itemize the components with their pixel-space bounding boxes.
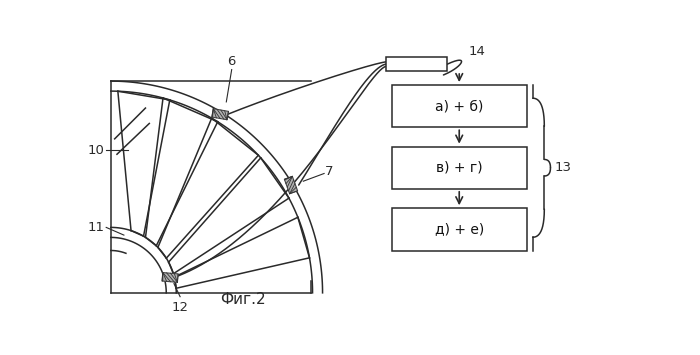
Text: 11: 11	[88, 221, 105, 234]
Text: 13: 13	[554, 161, 571, 174]
Text: 6: 6	[228, 55, 236, 68]
Text: в) + г): в) + г)	[436, 161, 482, 175]
Bar	[392, 147, 526, 189]
Text: 12: 12	[172, 301, 188, 313]
Bar	[386, 57, 447, 71]
Text: 14: 14	[469, 45, 486, 58]
Text: 7: 7	[325, 165, 333, 178]
Text: а) + б): а) + б)	[435, 99, 484, 113]
Bar	[392, 208, 526, 251]
Polygon shape	[162, 273, 178, 282]
Bar	[392, 85, 526, 127]
Polygon shape	[212, 109, 228, 120]
Text: д) + е): д) + е)	[435, 222, 484, 236]
Polygon shape	[284, 176, 298, 194]
Text: Фиг.2: Фиг.2	[220, 292, 266, 307]
Text: 10: 10	[88, 144, 105, 157]
